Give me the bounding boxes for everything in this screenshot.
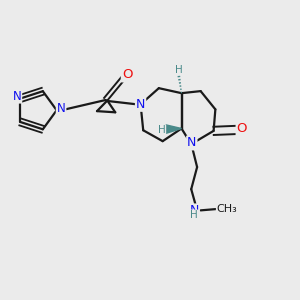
Text: O: O: [237, 122, 247, 135]
Text: N: N: [136, 98, 145, 111]
Text: H: H: [158, 125, 165, 135]
Text: O: O: [122, 68, 132, 81]
Text: H: H: [175, 64, 182, 75]
Text: CH₃: CH₃: [217, 204, 238, 214]
Text: H: H: [190, 210, 198, 220]
Text: N: N: [57, 102, 65, 115]
Text: N: N: [190, 205, 199, 218]
Text: N: N: [187, 136, 196, 149]
Text: N: N: [13, 90, 21, 103]
Polygon shape: [165, 125, 182, 134]
